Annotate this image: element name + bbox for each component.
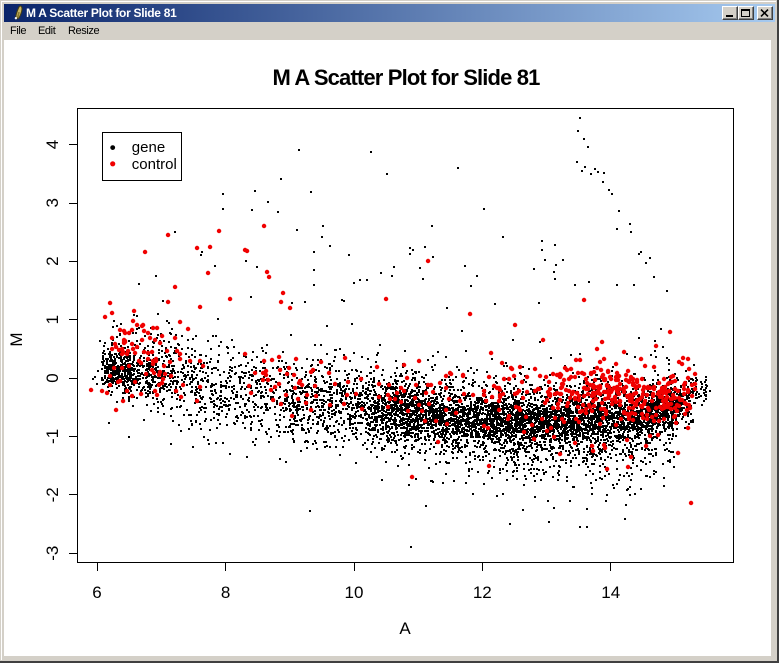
svg-text:-3: -3 bbox=[43, 546, 62, 561]
svg-text:-2: -2 bbox=[43, 487, 62, 502]
svg-text:M A Scatter Plot for Slide 81: M A Scatter Plot for Slide 81 bbox=[272, 65, 540, 90]
svg-text:control: control bbox=[132, 156, 177, 173]
svg-text:10: 10 bbox=[345, 583, 364, 602]
svg-text:gene: gene bbox=[132, 139, 165, 156]
svg-text:4: 4 bbox=[43, 140, 62, 149]
svg-text:1: 1 bbox=[43, 315, 62, 324]
svg-text:-1: -1 bbox=[43, 429, 62, 444]
svg-text:A: A bbox=[399, 619, 411, 638]
svg-text:8: 8 bbox=[221, 583, 230, 602]
svg-text:3: 3 bbox=[43, 198, 62, 207]
svg-text:6: 6 bbox=[92, 583, 101, 602]
svg-text:14: 14 bbox=[601, 583, 620, 602]
svg-text:M: M bbox=[7, 332, 26, 346]
svg-text:2: 2 bbox=[43, 256, 62, 265]
svg-text:0: 0 bbox=[43, 373, 62, 382]
svg-text:12: 12 bbox=[473, 583, 492, 602]
